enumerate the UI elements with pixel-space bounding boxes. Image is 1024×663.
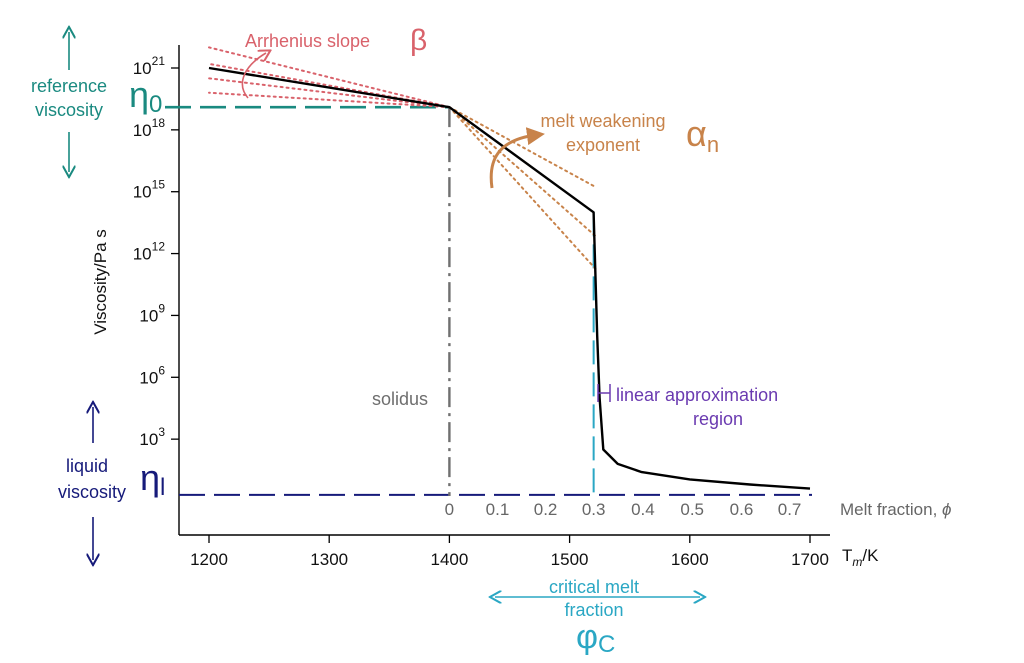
y-tick-label: 106 [139, 363, 165, 387]
beta-symbol: β [410, 24, 427, 57]
alpha-symbol: αn [686, 113, 719, 157]
arrhenius-slope-line [208, 62, 451, 109]
y-axis-label: Viscosity/Pa s [91, 229, 110, 335]
melt-fraction-ticks: 0 0.1 0.2 0.3 0.4 0.5 0.6 0.7 [445, 500, 802, 519]
y-tick-label: 1021 [133, 54, 166, 78]
critical-label-1: critical melt [549, 577, 639, 597]
melt-fraction-label: Melt fraction, ϕ [840, 500, 952, 519]
melt-fraction-tick: 0.7 [778, 500, 802, 519]
x-tick-label: 1300 [310, 550, 348, 569]
y-tick-label: 103 [139, 425, 165, 449]
viscosity-curve [208, 66, 811, 490]
y-tick-label: 1015 [133, 178, 166, 202]
x-tick-label: 1600 [671, 550, 709, 569]
melt-weakening-label-1: melt weakening [540, 111, 665, 131]
x-axis-label: Tm/K [842, 546, 879, 569]
etal-symbol: ηl [140, 457, 165, 501]
liquid-label-2: viscosity [58, 482, 126, 502]
x-tick-label: 1700 [791, 550, 829, 569]
melt-weakening-line [448, 106, 598, 239]
critical-label-2: fraction [564, 600, 623, 620]
liquid-label-1: liquid [66, 456, 108, 476]
arrhenius-fan [208, 46, 451, 109]
y-tick-label: 109 [139, 301, 165, 325]
melt-weakening-line [448, 106, 598, 189]
x-tick-label: 1200 [190, 550, 228, 569]
y-tick-label: 1018 [133, 116, 166, 140]
linear-region-label-1: linear approximation [616, 385, 778, 405]
x-tick-label: 1500 [551, 550, 589, 569]
melt-fraction-tick: 0.4 [631, 500, 655, 519]
y-tick-label: 1012 [133, 240, 166, 264]
linear-region-marker [597, 384, 611, 402]
melt-fraction-tick: 0.2 [534, 500, 558, 519]
melt-weakening-fan [448, 106, 598, 272]
reference-label-2: viscosity [35, 100, 103, 120]
reference-label-1: reference [31, 76, 107, 96]
melt-weakening-line [448, 106, 598, 272]
melt-fraction-tick: 0 [445, 500, 454, 519]
melt-fraction-tick: 0.6 [730, 500, 754, 519]
melt-fraction-tick: 0.1 [486, 500, 510, 519]
arrhenius-label: Arrhenius slope [245, 31, 370, 51]
melt-weakening-curved-arrow [489, 127, 545, 189]
melt-fraction-tick: 0.5 [680, 500, 704, 519]
eta0-symbol: η0 [129, 74, 162, 118]
solidus-label: solidus [372, 389, 428, 409]
arrhenius-slope-line [208, 91, 451, 109]
arrhenius-curved-arrow [241, 53, 266, 99]
arrhenius-slope-line [208, 46, 451, 109]
melt-weakening-label-2: exponent [566, 135, 640, 155]
linear-region-label-2: region [693, 409, 743, 429]
y-ticks: 103 106 109 1012 1015 1018 1021 [133, 54, 179, 449]
arrhenius-slope-line [208, 77, 451, 109]
x-ticks: 1200 1300 1400 1500 1600 1700 [190, 535, 829, 569]
melt-fraction-tick: 0.3 [582, 500, 606, 519]
phic-symbol: φC [576, 618, 615, 658]
x-tick-label: 1400 [430, 550, 468, 569]
